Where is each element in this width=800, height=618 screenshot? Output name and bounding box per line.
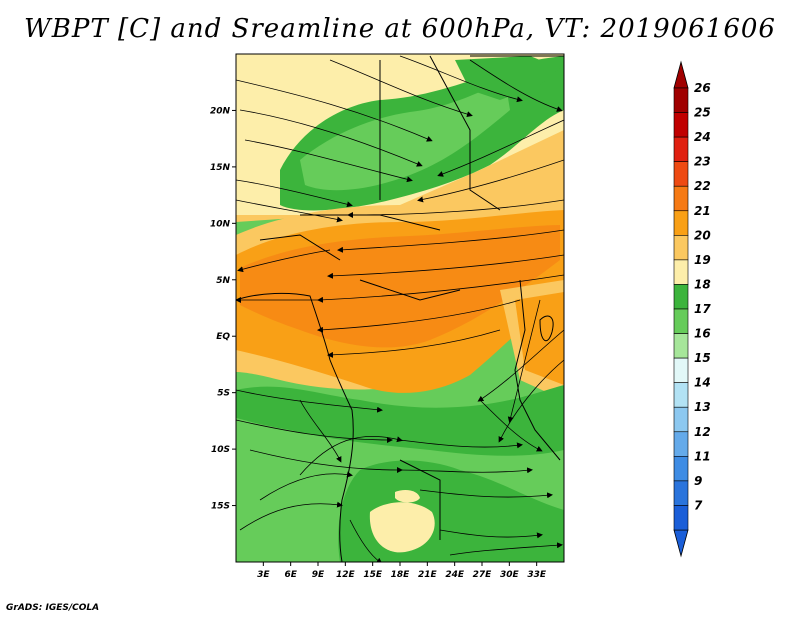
- colorbar-label: 12: [694, 425, 711, 439]
- lon-tick-label: 3E: [257, 570, 270, 580]
- colorbar-swatch-20: [673, 235, 689, 261]
- lon-tick-label: 27E: [473, 570, 493, 580]
- colorbar-swatch-11: [673, 456, 689, 482]
- grads-credit: GrADS: IGES/COLA: [6, 603, 100, 613]
- colorbar-label: 26: [694, 81, 711, 95]
- colorbar-label: 17: [694, 302, 711, 316]
- colorbar-swatch-17: [673, 308, 689, 334]
- colorbar-swatch-19: [673, 259, 689, 285]
- colorbar-label: 19: [694, 253, 711, 267]
- latitude-axis: 20N 15N 10N 5N EQ 5S 10S 15S: [210, 106, 236, 512]
- colorbar-label: 16: [694, 327, 711, 341]
- colorbar-label: 9: [694, 474, 702, 488]
- lon-tick-label: 12E: [336, 570, 356, 580]
- colorbar-label: 14: [694, 376, 711, 390]
- lat-tick-label: 10N: [210, 219, 231, 229]
- lat-tick-label: 15S: [211, 502, 230, 512]
- lon-tick-label: 30E: [500, 570, 520, 580]
- lon-tick-label: 18E: [391, 570, 411, 580]
- colorbar-label: 24: [694, 130, 711, 144]
- lat-tick-label: 15N: [210, 163, 231, 173]
- colorbar-label: 20: [694, 228, 711, 242]
- colorbar-label: 11: [694, 449, 711, 463]
- colorbar-swatch-14: [673, 382, 689, 408]
- lon-tick-label: 15E: [363, 570, 383, 580]
- shaded-field: [236, 54, 564, 562]
- colorbar-label: 21: [694, 204, 711, 218]
- colorbar-label: 13: [694, 400, 711, 414]
- lon-tick-label: 24E: [445, 570, 465, 580]
- colorbar-label: 7: [694, 498, 703, 512]
- colorbar-swatch-24: [673, 136, 689, 162]
- colorbar-swatch-23: [673, 161, 689, 187]
- colorbar: 26 25 24 23 22 21 20 19 18 17 16 15 14 13 12 11 9 7: [673, 60, 711, 558]
- lat-tick-label: 10S: [211, 445, 230, 455]
- lon-tick-label: 6E: [284, 570, 297, 580]
- colorbar-label: 25: [694, 106, 711, 120]
- colorbar-swatch-15: [673, 357, 689, 383]
- colorbar-swatch-18: [673, 284, 689, 310]
- colorbar-swatch-13: [673, 406, 689, 433]
- colorbar-swatch-9: [673, 480, 689, 506]
- colorbar-label: 18: [694, 277, 711, 291]
- colorbar-swatch-22: [673, 185, 689, 212]
- lat-tick-label: 5S: [217, 389, 230, 399]
- colorbar-swatch-25: [673, 112, 689, 138]
- lon-tick-label: 21E: [418, 570, 438, 580]
- colorbar-bottom-arrow: [673, 529, 689, 558]
- lon-tick-label: 9E: [312, 570, 325, 580]
- colorbar-label: 22: [694, 179, 711, 193]
- chart-title: WBPT [C] and Sreamline at 600hPa, VT: 20…: [24, 14, 776, 44]
- lat-tick-label: 5N: [216, 276, 230, 286]
- colorbar-swatch-12: [673, 431, 689, 457]
- streamlines: [236, 55, 564, 562]
- longitude-axis: 3E 6E 9E 12E 15E 18E 21E 24E 27E 30E 33E: [257, 562, 547, 580]
- coastlines: [236, 55, 564, 562]
- colorbar-swatch-21: [673, 210, 689, 236]
- lat-tick-label: EQ: [216, 332, 230, 342]
- lat-tick-label: 20N: [210, 106, 231, 116]
- colorbar-swatch-16: [673, 333, 689, 359]
- colorbar-label: 15: [694, 351, 711, 365]
- lon-tick-label: 33E: [527, 570, 547, 580]
- colorbar-swatch-26: [673, 87, 689, 113]
- colorbar-swatch-7: [673, 505, 689, 531]
- colorbar-label: 23: [694, 155, 711, 169]
- colorbar-top-arrow: [673, 60, 689, 89]
